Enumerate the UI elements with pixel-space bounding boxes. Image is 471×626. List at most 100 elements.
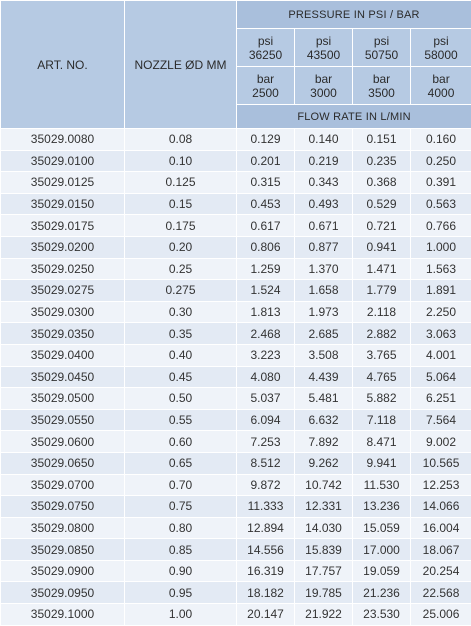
nozzle-diameter-cell: 0.90 [125,560,237,582]
article-number-cell: 35029.0600 [1,431,125,453]
flow-4000-bar-cell: 14.066 [411,496,471,518]
table-header: ART. NO. NOZZLE ØD MM PRESSURE IN PSI / … [1,1,471,129]
flow-3000-bar-cell: 15.839 [295,539,353,561]
flow-2500-bar-cell: 16.319 [237,560,295,582]
flow-3000-bar-cell: 6.632 [295,409,353,431]
flow-3000-bar-cell: 1.658 [295,280,353,302]
flow-3500-bar-cell: 9.941 [353,452,411,474]
flow-3500-bar-cell: 0.235 [353,150,411,172]
flow-4000-bar-cell: 0.160 [411,129,471,151]
nozzle-diameter-cell: 0.08 [125,129,237,151]
article-number-cell: 35029.0125 [1,172,125,194]
nozzle-diameter-cell: 0.50 [125,388,237,410]
article-number-cell: 35029.0275 [1,280,125,302]
nozzle-diameter-cell: 0.35 [125,323,237,345]
flow-4000-bar-cell: 7.564 [411,409,471,431]
nozzle-diameter-cell: 0.40 [125,344,237,366]
flow-3000-bar-cell: 21.922 [295,604,353,626]
flow-2500-bar-cell: 11.333 [237,496,295,518]
flow-4000-bar-cell: 22.568 [411,582,471,604]
flow-3000-bar-cell: 19.785 [295,582,353,604]
article-number-cell: 35029.0150 [1,193,125,215]
bar-unit-label: bar [315,72,332,86]
flow-3500-bar-cell: 2.118 [353,301,411,323]
flow-2500-bar-cell: 18.182 [237,582,295,604]
nozzle-diameter-cell: 0.175 [125,215,237,237]
flow-2500-bar-cell: 0.129 [237,129,295,151]
flow-4000-bar-cell: 0.391 [411,172,471,194]
flow-4000-bar-cell: 1.891 [411,280,471,302]
nozzle-diameter-cell: 0.45 [125,366,237,388]
flow-4000-bar-cell: 20.254 [411,560,471,582]
flow-4000-bar-cell: 18.067 [411,539,471,561]
flow-3500-bar-cell: 1.471 [353,258,411,280]
pressure-header: PRESSURE IN PSI / BAR [237,1,471,29]
bar-value: 3500 [368,86,395,100]
article-number-cell: 35029.0200 [1,236,125,258]
article-number-cell: 35029.0175 [1,215,125,237]
psi-value: 43500 [307,48,340,62]
art-no-header: ART. NO. [1,1,125,129]
bar-value: 4000 [428,86,455,100]
flow-3500-bar-cell: 1.779 [353,280,411,302]
bar-unit-label: bar [373,72,390,86]
flow-3000-bar-cell: 1.973 [295,301,353,323]
flow-4000-bar-cell: 5.064 [411,366,471,388]
nozzle-diameter-cell: 0.65 [125,452,237,474]
flow-3500-bar-cell: 19.059 [353,560,411,582]
psi-unit-label: psi [316,34,331,48]
flow-3000-bar-cell: 17.757 [295,560,353,582]
article-number-cell: 35029.0450 [1,366,125,388]
flow-rate-header: FLOW RATE IN L/MIN [237,105,471,129]
nozzle-diameter-cell: 0.10 [125,150,237,172]
flow-4000-bar-cell: 25.006 [411,604,471,626]
flow-3500-bar-cell: 0.151 [353,129,411,151]
flow-2500-bar-cell: 3.223 [237,344,295,366]
nozzle-diameter-cell: 0.60 [125,431,237,453]
flow-4000-bar-cell: 12.253 [411,474,471,496]
flow-3000-bar-cell: 12.331 [295,496,353,518]
article-number-cell: 35029.0800 [1,517,125,539]
flow-2500-bar-cell: 1.259 [237,258,295,280]
flow-3500-bar-cell: 7.118 [353,409,411,431]
nozzle-diameter-cell: 0.25 [125,258,237,280]
flow-3500-bar-cell: 15.059 [353,517,411,539]
flow-3500-bar-cell: 13.236 [353,496,411,518]
flow-3000-bar-cell: 4.439 [295,366,353,388]
nozzle-diameter-cell: 0.85 [125,539,237,561]
bar-value: 3000 [310,86,337,100]
nozzle-diameter-cell: 0.275 [125,280,237,302]
article-number-cell: 35029.0550 [1,409,125,431]
flow-2500-bar-cell: 1.813 [237,301,295,323]
flow-3000-bar-cell: 0.219 [295,150,353,172]
flow-3000-bar-cell: 1.370 [295,258,353,280]
article-number-cell: 35029.0500 [1,388,125,410]
nozzle-diameter-header: NOZZLE ØD MM [125,1,237,129]
bar-value: 2500 [252,86,279,100]
flow-4000-bar-cell: 2.250 [411,301,471,323]
psi-value: 58000 [424,48,457,62]
article-number-cell: 35029.0300 [1,301,125,323]
flow-4000-bar-cell: 4.001 [411,344,471,366]
nozzle-diameter-cell: 1.00 [125,604,237,626]
flow-3500-bar-cell: 4.765 [353,366,411,388]
flow-2500-bar-cell: 0.315 [237,172,295,194]
flow-3500-bar-cell: 21.236 [353,582,411,604]
flow-2500-bar-cell: 0.201 [237,150,295,172]
flow-2500-bar-cell: 0.806 [237,236,295,258]
flow-3000-bar-cell: 0.671 [295,215,353,237]
